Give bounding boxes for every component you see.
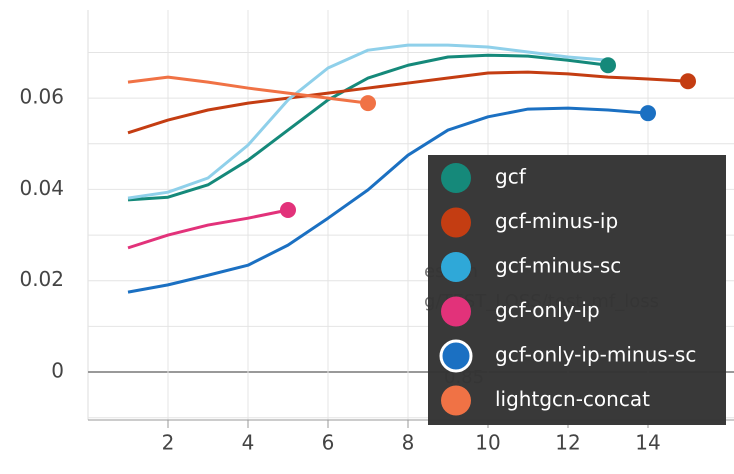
legend-label: gcf-only-ip-minus-sc	[495, 343, 696, 367]
series-line	[127, 75, 369, 105]
end-marker	[600, 57, 616, 74]
legend-swatch	[441, 207, 471, 238]
legend-label: lightgcn-concat	[495, 387, 650, 411]
y-tick-label: 0.04	[19, 176, 64, 200]
x-tick-label: 10	[475, 431, 500, 455]
legend-swatch	[439, 339, 473, 373]
series-line	[127, 70, 689, 135]
legend-swatch	[441, 385, 471, 416]
series-line	[127, 208, 289, 250]
series-line	[127, 43, 609, 200]
x-tick-label: 2	[162, 431, 175, 455]
legend-label: gcf	[495, 165, 527, 189]
legend-swatch	[441, 252, 471, 282]
end-marker	[280, 201, 296, 218]
y-tick-label: 0	[51, 359, 64, 383]
legend-swatch	[441, 296, 471, 327]
x-tick-label: 4	[242, 431, 255, 455]
end-marker	[680, 73, 696, 90]
series-line	[127, 106, 649, 294]
legend-label: gcf-only-ip	[495, 298, 600, 322]
legend-swatch	[441, 163, 471, 193]
end-marker	[360, 95, 376, 112]
y-tick-label: 0.02	[19, 267, 64, 291]
x-tick-label: 8	[402, 431, 415, 455]
end-marker	[640, 105, 656, 122]
series-line	[127, 53, 609, 202]
legend-label: gcf-minus-ip	[495, 209, 618, 233]
legend: gcf gcf-minus-ip gcf-minus-sc gcf-only-ip gc…	[428, 155, 726, 425]
x-tick-label: 14	[635, 431, 660, 455]
legend-label: gcf-minus-sc	[495, 254, 621, 278]
legend-box	[428, 155, 726, 425]
x-tick-label: 6	[322, 431, 335, 455]
x-tick-label: 12	[555, 431, 580, 455]
y-tick-label: 0.06	[19, 85, 64, 109]
